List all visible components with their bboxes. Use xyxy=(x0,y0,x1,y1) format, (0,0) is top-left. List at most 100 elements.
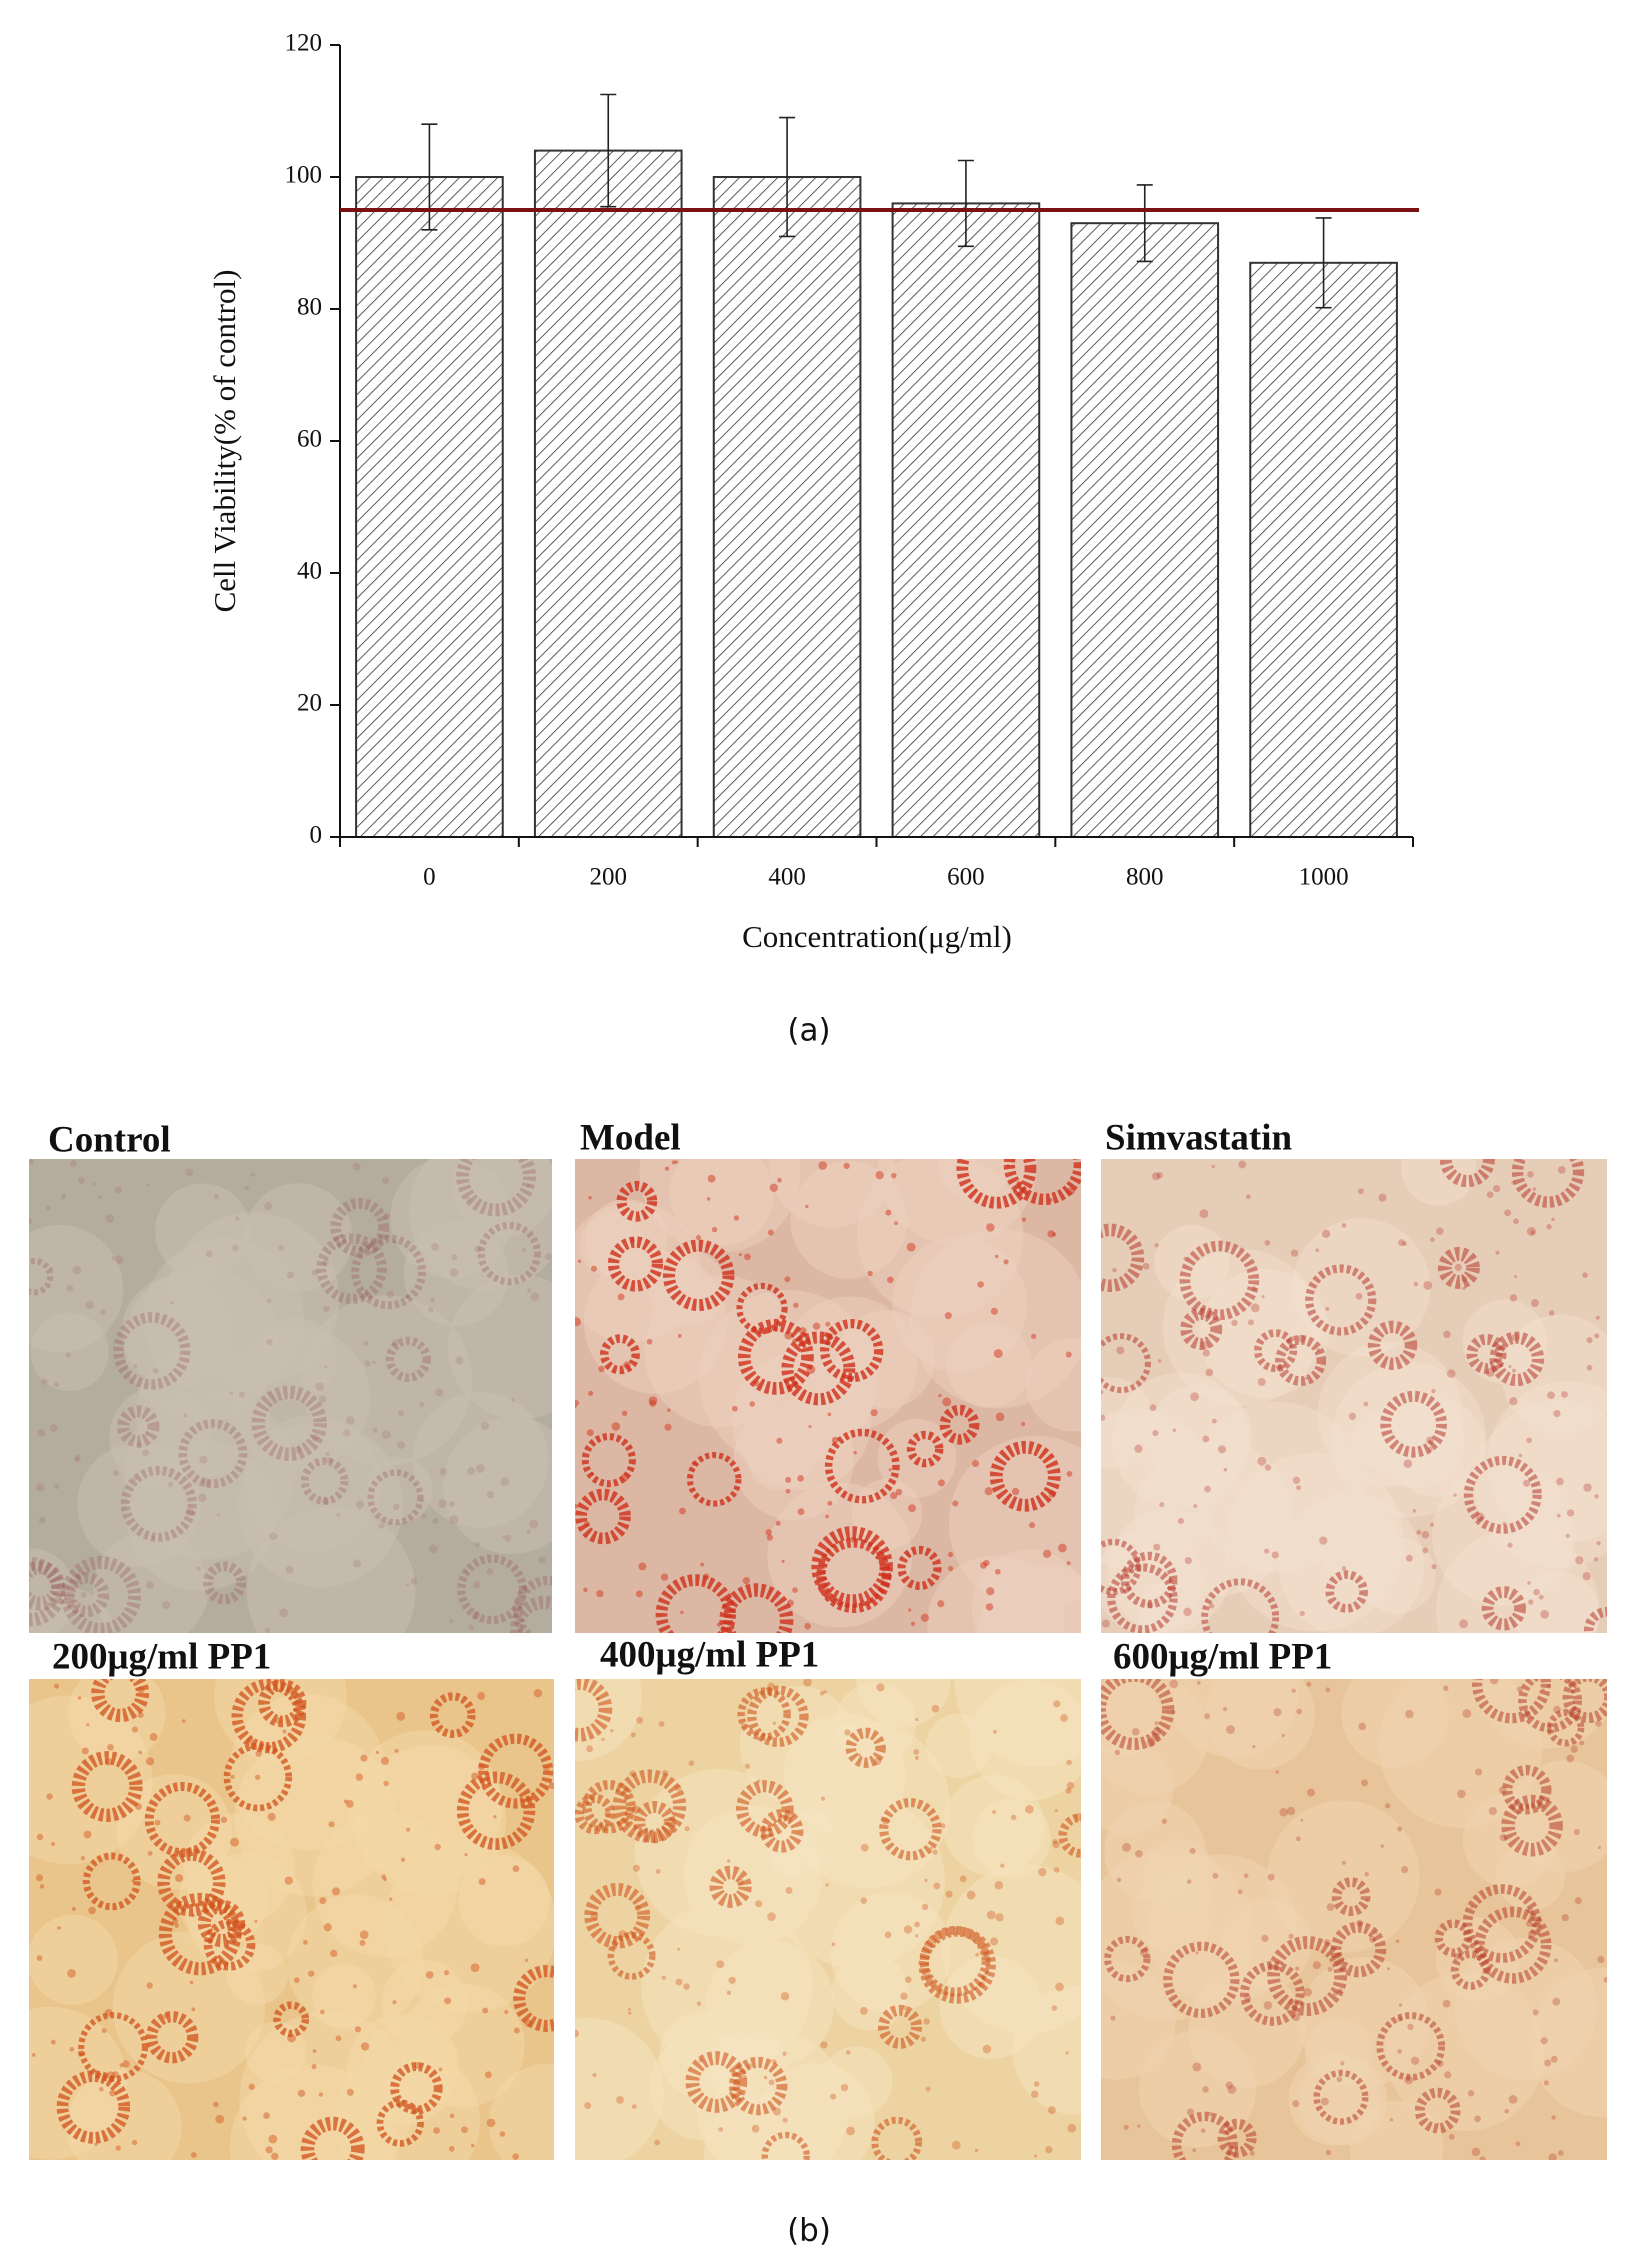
droplet xyxy=(859,2007,868,2015)
stained-cell xyxy=(197,1899,246,1948)
stained-cell xyxy=(1171,2111,1238,2160)
droplet xyxy=(383,1877,387,1882)
droplet xyxy=(741,1722,747,1729)
droplet xyxy=(575,1317,581,1327)
droplet xyxy=(786,1599,794,1607)
droplet xyxy=(981,1975,985,1979)
stained-cell xyxy=(513,1965,554,2032)
droplet xyxy=(1470,1905,1474,1909)
droplet xyxy=(175,1874,184,1883)
droplet xyxy=(575,1404,577,1409)
droplet xyxy=(933,1882,941,1890)
droplet xyxy=(1397,1826,1403,1832)
droplet xyxy=(632,1864,640,1872)
droplet xyxy=(1356,1919,1364,1927)
droplet xyxy=(275,1717,282,1724)
droplet xyxy=(378,1523,385,1529)
droplet xyxy=(152,1367,159,1374)
droplet xyxy=(201,1478,210,1487)
droplet xyxy=(1202,1435,1210,1443)
bar xyxy=(891,202,1041,838)
droplet xyxy=(311,2064,317,2070)
droplet xyxy=(1321,1229,1331,1239)
droplet xyxy=(477,1692,486,1701)
droplet xyxy=(782,2117,788,2123)
droplet xyxy=(1238,1160,1247,1169)
droplet xyxy=(50,2039,56,2045)
droplet xyxy=(1320,2097,1329,2106)
light-patch xyxy=(29,1588,113,1633)
droplet xyxy=(343,1429,351,1437)
droplet xyxy=(1553,1705,1561,1714)
stained-cell xyxy=(1511,1159,1585,1208)
droplet xyxy=(1444,2071,1452,2079)
stained-cell xyxy=(1305,1264,1377,1336)
droplet xyxy=(285,1565,294,1574)
light-patch xyxy=(93,1531,209,1633)
droplet xyxy=(336,1513,341,1517)
droplet xyxy=(792,1338,797,1343)
droplet xyxy=(1209,1603,1215,1609)
droplet xyxy=(449,1618,454,1623)
light-patch xyxy=(1101,1528,1203,1633)
droplet xyxy=(592,2073,597,2078)
droplet xyxy=(1204,1713,1211,1720)
droplet xyxy=(702,1573,710,1581)
droplet xyxy=(271,2152,279,2160)
droplet xyxy=(635,1590,643,1598)
droplet xyxy=(213,2101,219,2108)
droplet xyxy=(937,1479,945,1487)
droplet xyxy=(1594,1494,1599,1499)
stained-cell xyxy=(1367,1320,1418,1370)
droplet xyxy=(867,1270,873,1277)
droplet xyxy=(944,1312,952,1320)
droplet xyxy=(975,1952,980,1957)
droplet xyxy=(846,2050,851,2055)
droplet xyxy=(359,1939,366,1946)
light-patch xyxy=(583,1250,728,1394)
droplet xyxy=(322,1305,330,1313)
droplet xyxy=(303,1940,308,1945)
droplet xyxy=(1114,1749,1121,1756)
stained-cell xyxy=(178,1419,248,1489)
droplet xyxy=(1292,2100,1300,2108)
droplet xyxy=(1499,1833,1507,1842)
droplet xyxy=(279,1608,289,1618)
droplet xyxy=(131,1879,135,1883)
droplet xyxy=(1195,1951,1199,1955)
droplet xyxy=(812,1322,821,1330)
droplet xyxy=(751,2124,760,2133)
droplet xyxy=(1327,1966,1333,1972)
droplet xyxy=(244,1185,249,1191)
droplet xyxy=(1296,1708,1303,1715)
droplet xyxy=(39,1884,45,1889)
droplet xyxy=(819,1691,825,1696)
droplet xyxy=(448,1501,455,1508)
x-tick-label: 600 xyxy=(947,864,985,891)
light-patch xyxy=(124,1266,280,1423)
droplet xyxy=(1243,1994,1252,2002)
droplet xyxy=(318,1395,327,1403)
droplet xyxy=(674,1784,682,1792)
droplet xyxy=(345,1800,354,1808)
droplet xyxy=(88,1906,96,1915)
droplet xyxy=(1493,1185,1501,1193)
droplet xyxy=(584,2102,592,2110)
droplet xyxy=(1561,1913,1569,1922)
droplet xyxy=(383,1212,391,1220)
droplet xyxy=(1157,1359,1162,1363)
droplet xyxy=(1066,1759,1072,1766)
droplet xyxy=(53,1483,60,1490)
stained-cell xyxy=(616,1180,658,1222)
error-bar xyxy=(779,116,796,238)
droplet xyxy=(511,1398,515,1403)
droplet xyxy=(742,1576,751,1585)
droplet xyxy=(590,1265,597,1272)
droplet xyxy=(952,1500,959,1507)
droplet xyxy=(1134,1444,1143,1453)
droplet xyxy=(586,1745,594,1753)
droplet xyxy=(311,1269,319,1276)
droplet xyxy=(942,1397,952,1407)
droplet xyxy=(191,2007,196,2012)
droplet xyxy=(1595,1720,1602,1727)
